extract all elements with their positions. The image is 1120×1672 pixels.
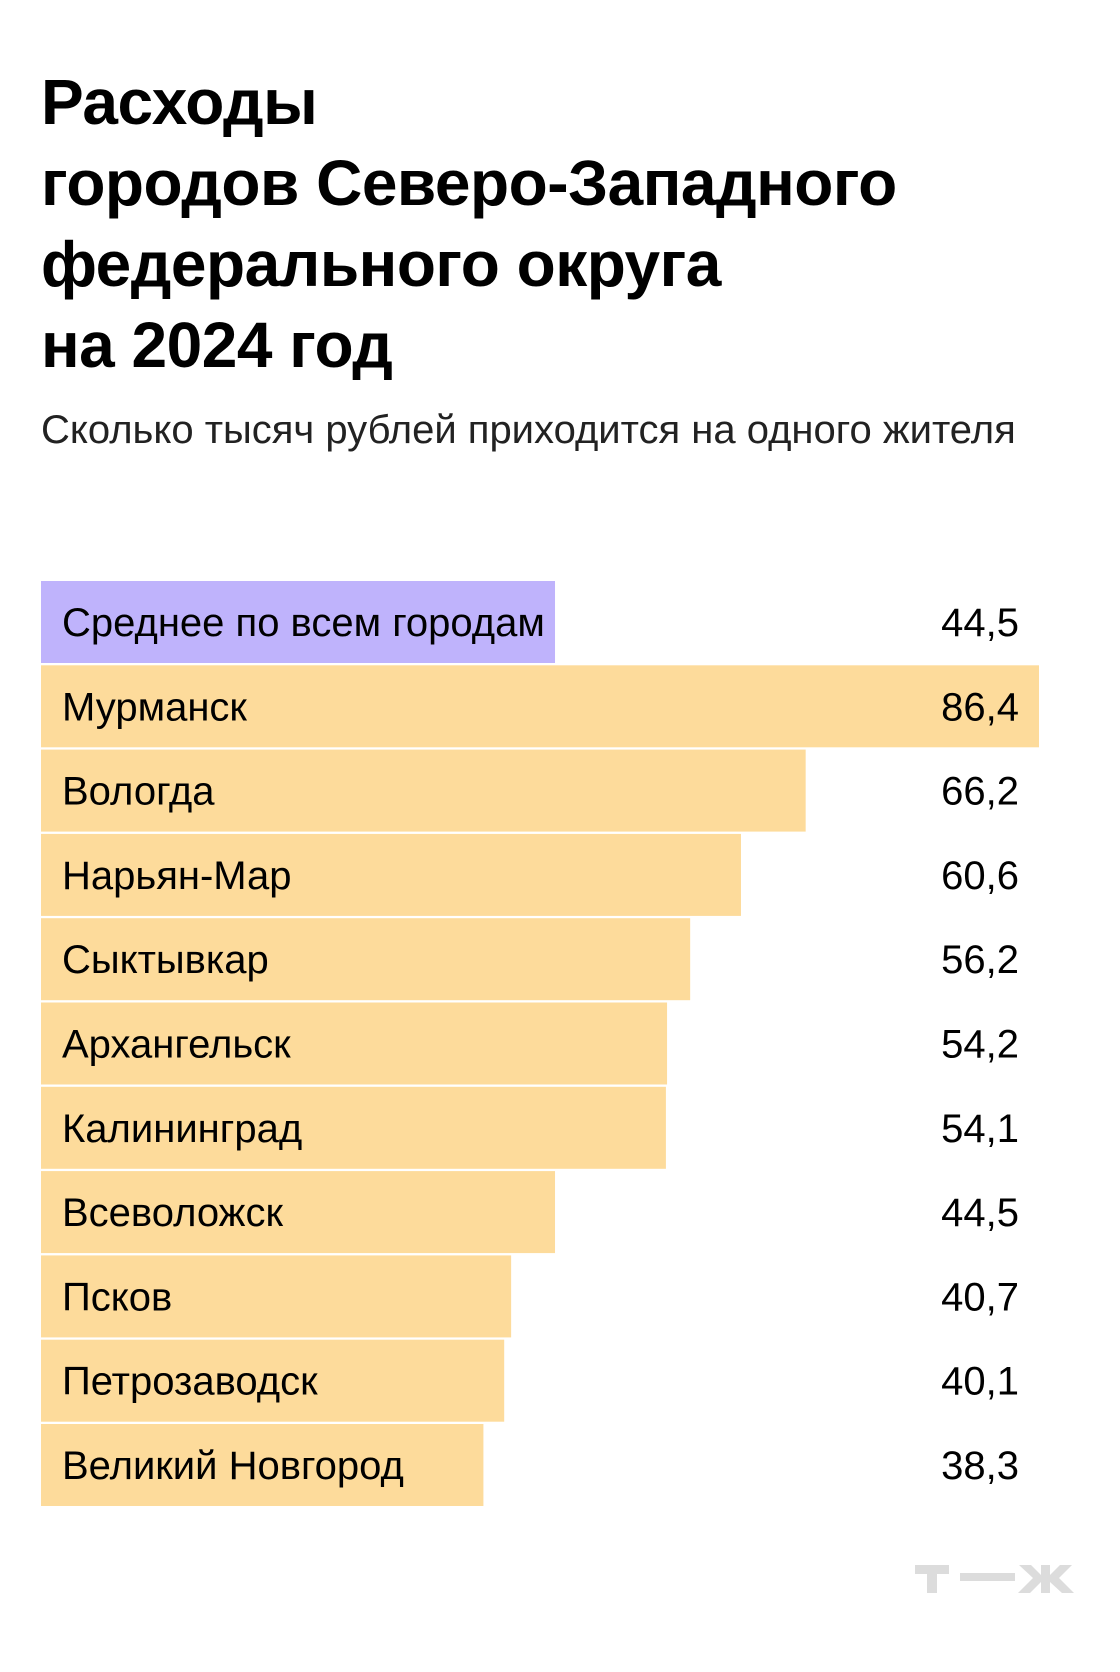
category-label: Мурманск	[62, 685, 247, 729]
title-line: Расходы	[41, 66, 318, 138]
city-bar	[41, 665, 1039, 748]
city-bar	[41, 1086, 666, 1169]
average-bar	[41, 581, 556, 663]
category-label: Великий Новгород	[62, 1444, 404, 1488]
category-label: Архангельск	[62, 1023, 291, 1067]
category-label: Нарьян-Мар	[62, 854, 292, 898]
value-label: 66,2	[941, 770, 1019, 814]
category-label: Калининград	[62, 1107, 302, 1151]
category-label: Псков	[62, 1275, 172, 1319]
category-label: Сыктывкар	[62, 938, 269, 982]
tj-logo	[915, 1565, 1074, 1593]
city-bar	[41, 1002, 668, 1085]
category-label: Петрозаводск	[62, 1360, 318, 1404]
category-label: Вологда	[62, 770, 215, 814]
value-label: 86,4	[941, 685, 1019, 729]
value-label: 44,5	[941, 1191, 1019, 1235]
city-bar	[41, 918, 691, 1001]
title-line: на 2024 год	[41, 309, 393, 381]
city-bar	[41, 833, 741, 916]
title-line: федерального округа	[41, 228, 721, 300]
chart-subtitle: Сколько тысяч рублей приходится на одног…	[41, 408, 1016, 452]
value-label: 54,1	[941, 1107, 1019, 1151]
value-label: 54,2	[941, 1023, 1019, 1067]
value-label: 44,5	[941, 601, 1019, 645]
title-line: городов Северо-Западного	[41, 147, 897, 219]
value-label: 40,1	[941, 1360, 1019, 1404]
value-label: 60,6	[941, 854, 1019, 898]
category-label: Всеволожск	[62, 1191, 283, 1235]
city-bar	[41, 1255, 512, 1338]
value-label: 40,7	[941, 1275, 1019, 1319]
city-bar	[41, 1339, 505, 1422]
category-label: Среднее по всем городам	[62, 601, 545, 645]
chart-title: Расходы городов Северо-Западного федерал…	[41, 62, 1041, 386]
city-bar	[41, 1424, 484, 1506]
city-bar	[41, 749, 806, 832]
value-label: 38,3	[941, 1444, 1019, 1488]
value-label: 56,2	[941, 938, 1019, 982]
city-bar	[41, 1171, 556, 1254]
